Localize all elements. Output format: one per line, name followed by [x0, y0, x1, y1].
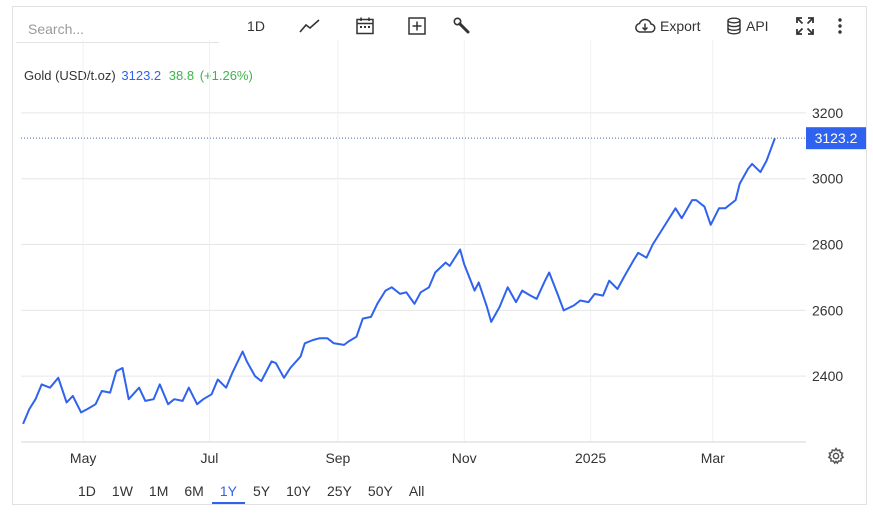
calendar-icon [356, 17, 374, 35]
database-icon [727, 17, 741, 35]
y-tick-label: 2400 [812, 368, 843, 384]
wrench-icon [453, 17, 470, 34]
x-tick-label: Jul [201, 450, 219, 466]
line-chart-icon [299, 19, 320, 33]
range-button-6m[interactable]: 6M [184, 483, 204, 499]
current-price: 3123.2 [121, 68, 162, 83]
last-price-tag [806, 127, 866, 150]
instrument-name: Gold (USD/t.oz) [24, 68, 116, 83]
range-button-1y[interactable]: 1Y [211, 478, 245, 504]
y-tick-label: 2800 [812, 237, 843, 253]
range-button-1w[interactable]: 1W [111, 483, 133, 499]
indicators-button[interactable] [450, 14, 474, 38]
last-price-label: 3123.2 [815, 130, 858, 146]
export-label: Export [660, 18, 701, 34]
range-button-50y[interactable]: 50Y [367, 483, 393, 499]
range-button-1m[interactable]: 1M [148, 483, 169, 499]
kebab-menu-icon [838, 18, 842, 34]
chart-type-button[interactable] [296, 14, 324, 38]
price-change: 38.8 [168, 68, 195, 83]
api-label: API [746, 18, 769, 34]
x-tick-label: Nov [452, 450, 477, 466]
expand-icon [796, 17, 814, 35]
x-tick-label: Sep [325, 450, 350, 466]
price-change-percent: (+1.26%) [199, 68, 253, 83]
chart-legend: Gold (USD/t.oz) 3123.2 38.8 (+1.26%) [24, 68, 253, 83]
y-tick-label: 3200 [812, 105, 843, 121]
interval-button[interactable]: 1D [240, 14, 272, 38]
x-tick-label: May [70, 450, 96, 466]
range-button-25y[interactable]: 25Y [326, 483, 352, 499]
more-menu-button[interactable] [832, 14, 848, 38]
compare-button[interactable] [405, 14, 429, 38]
y-tick-label: 2600 [812, 302, 843, 318]
api-button[interactable]: API [726, 14, 772, 38]
range-button-1d[interactable]: 1D [78, 483, 96, 499]
x-tick-label: Mar [701, 450, 725, 466]
y-tick-label: 3000 [812, 171, 843, 187]
search-input[interactable] [16, 15, 219, 43]
range-selector: 1D 1W 1M 6M 1Y 5Y 10Y 25Y 50Y All [70, 478, 432, 504]
range-button-5y[interactable]: 5Y [252, 483, 271, 499]
price-line [22, 137, 776, 425]
export-button[interactable]: Export [634, 14, 706, 38]
price-chart[interactable]: 2400 2600 2800 3000 3200 May Jul Sep Nov 2025 Mar… [0, 0, 873, 478]
fullscreen-button[interactable] [794, 14, 816, 38]
range-button-10y[interactable]: 10Y [286, 483, 311, 499]
date-range-button[interactable] [352, 14, 378, 38]
cloud-download-icon [635, 18, 656, 33]
interval-label: 1D [247, 18, 265, 34]
plus-box-icon [408, 17, 426, 35]
x-tick-label: 2025 [575, 450, 606, 466]
range-button-all[interactable]: All [408, 483, 425, 499]
settings-gear-icon[interactable] [826, 446, 846, 466]
chart-frame [12, 6, 867, 505]
